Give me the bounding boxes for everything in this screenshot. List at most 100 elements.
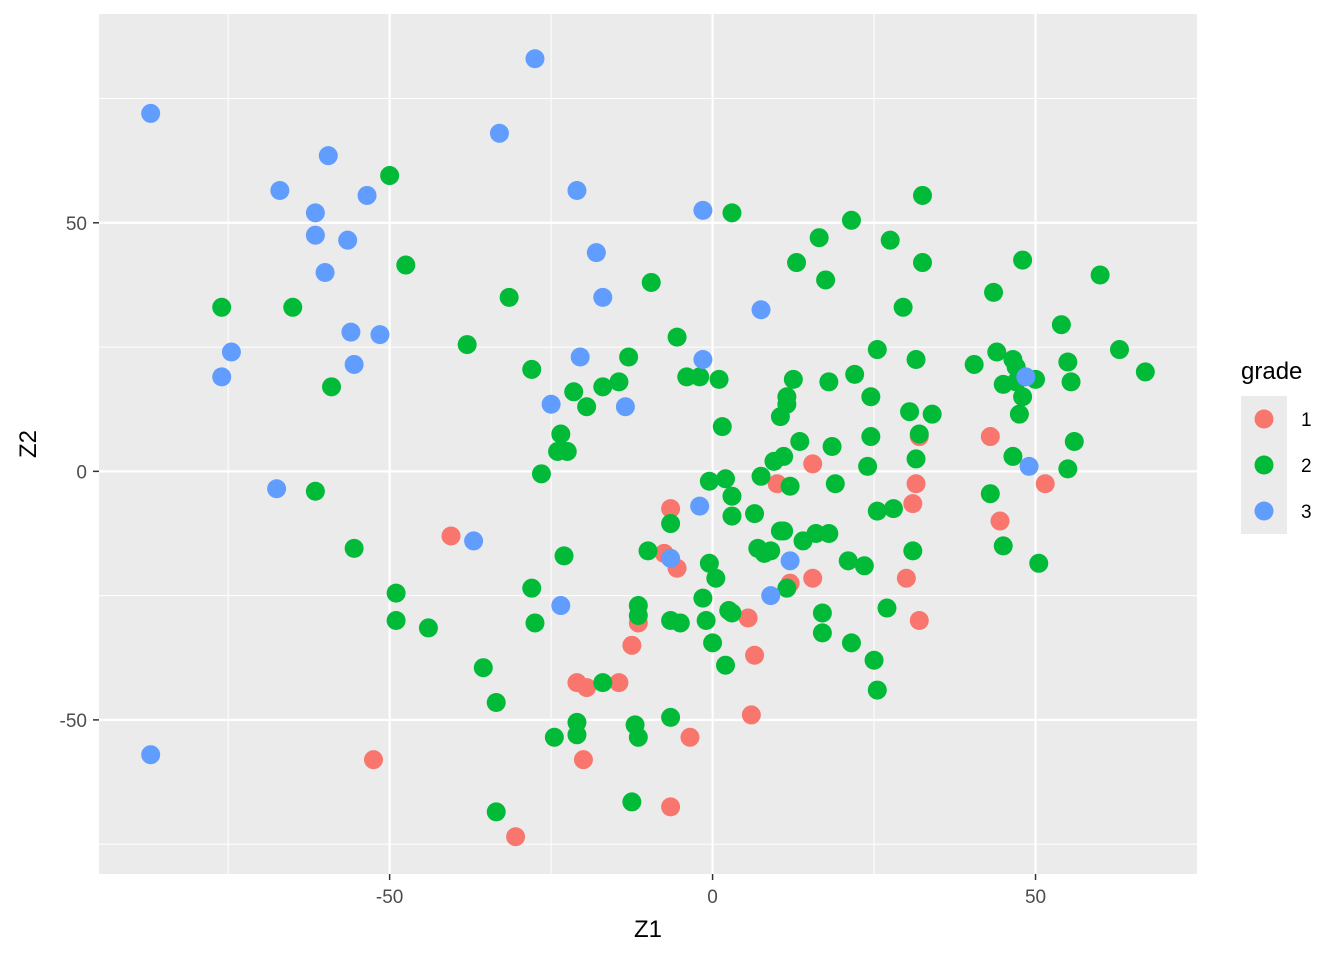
data-point-grade-2 (628, 727, 648, 747)
data-point-grade-2 (567, 725, 587, 745)
x-tick-label: -50 (376, 887, 403, 908)
data-point-grade-3 (338, 230, 358, 250)
data-point-grade-3 (1016, 367, 1036, 387)
data-point-grade-2 (380, 166, 400, 186)
data-point-grade-2 (774, 521, 794, 541)
data-point-grade-2 (903, 541, 923, 561)
minor-gridlines (99, 14, 1197, 874)
data-point-grade-3 (370, 325, 390, 345)
data-point-grade-2 (1090, 265, 1110, 285)
data-point-grade-3 (541, 394, 561, 414)
data-point-grade-2 (577, 397, 597, 417)
data-point-grade-2 (900, 402, 920, 422)
data-point-grade-2 (861, 427, 881, 447)
data-point-grade-2 (661, 707, 681, 727)
data-point-grade-2 (544, 727, 564, 747)
data-point-grade-2 (593, 377, 613, 397)
data-point-grade-2 (783, 369, 803, 389)
data-point-grade-3 (751, 300, 771, 320)
data-point-grade-2 (661, 514, 681, 534)
data-point-grade-2 (619, 347, 639, 367)
data-point-grade-2 (1013, 387, 1033, 407)
data-point-grade-3 (315, 262, 335, 282)
data-point-grade-3 (344, 354, 364, 374)
data-point-grade-2 (722, 486, 742, 506)
data-point-grade-2 (867, 340, 887, 360)
data-point-grade-2 (906, 349, 926, 369)
data-point-grade-2 (418, 618, 438, 638)
data-point-grade-1 (906, 474, 926, 494)
data-point-grade-2 (522, 578, 542, 598)
data-point-grade-2 (858, 456, 878, 476)
data-point-grade-2 (1109, 340, 1129, 360)
data-point-grade-2 (867, 680, 887, 700)
data-point-grade-2 (787, 253, 807, 273)
data-point-grade-3 (305, 225, 325, 245)
data-point-grade-2 (751, 466, 771, 486)
data-point-grade-1 (661, 797, 681, 817)
data-point-grade-2 (964, 354, 984, 374)
data-point-grade-2 (777, 578, 797, 598)
x-tick-label: 50 (1025, 887, 1046, 908)
data-point-grade-2 (622, 792, 642, 812)
data-point-grade-1 (364, 750, 383, 770)
data-point-grade-2 (867, 501, 887, 521)
data-point-grade-3 (464, 531, 484, 551)
data-point-grade-2 (809, 228, 829, 248)
data-point-grade-2 (554, 546, 574, 566)
plot-panel (99, 14, 1197, 874)
data-point-grade-2 (913, 253, 932, 273)
data-point-grade-1 (741, 705, 761, 725)
data-point-grade-3 (551, 596, 571, 616)
data-point-grade-2 (1061, 372, 1081, 392)
data-point-grade-2 (980, 484, 1000, 504)
data-point-grade-3 (615, 397, 635, 417)
data-point-grade-2 (819, 372, 839, 392)
data-point-grade-2 (822, 436, 842, 456)
data-point-grade-2 (761, 541, 781, 561)
legend: grade 1 2 3 (1241, 358, 1312, 534)
data-point-grade-1 (577, 678, 597, 698)
data-point-grade-1 (745, 645, 765, 665)
data-point-grade-2 (522, 359, 542, 379)
data-point-grade-1 (803, 568, 823, 588)
data-point-grade-1 (573, 750, 593, 770)
data-point-grade-2 (709, 369, 729, 389)
legend-items: 1 2 3 (1241, 396, 1312, 534)
data-point-grade-2 (1029, 553, 1049, 573)
data-point-grade-2 (816, 270, 836, 290)
data-point-grade-2 (486, 692, 506, 712)
data-point-grade-3 (690, 496, 710, 516)
data-point-grade-2 (722, 506, 742, 526)
data-point-grade-2 (825, 474, 845, 494)
y-tick-label: -50 (60, 711, 87, 732)
data-point-grade-2 (344, 538, 364, 558)
data-point-grade-2 (499, 287, 519, 307)
data-point-grade-2 (628, 596, 648, 616)
data-point-grade-2 (305, 481, 325, 501)
legend-title: grade (1241, 358, 1302, 385)
data-point-grade-2 (638, 541, 658, 561)
data-point-grade-1 (909, 610, 929, 630)
data-point-grade-2 (774, 446, 794, 466)
data-point-grade-1 (506, 827, 526, 847)
data-point-grade-2 (854, 556, 874, 576)
data-point-grade-2 (1009, 404, 1029, 424)
data-point-grade-1 (680, 727, 700, 747)
data-point-grade-1 (661, 499, 681, 519)
data-point-grade-1 (1035, 474, 1055, 494)
legend-label-grade-2: 2 (1301, 456, 1312, 477)
data-point-grade-2 (861, 387, 881, 407)
data-point-grade-2 (716, 655, 736, 675)
data-point-grade-2 (993, 536, 1013, 556)
data-point-grade-2 (396, 255, 416, 275)
data-point-grade-2 (780, 476, 800, 496)
data-point-grade-2 (893, 297, 913, 317)
data-point-grade-2 (699, 553, 719, 573)
data-point-grade-2 (706, 568, 726, 588)
data-point-grade-1 (738, 608, 758, 628)
data-point-grade-2 (564, 382, 584, 402)
data-point-grade-3 (267, 479, 287, 499)
data-point-grade-2 (909, 424, 929, 444)
